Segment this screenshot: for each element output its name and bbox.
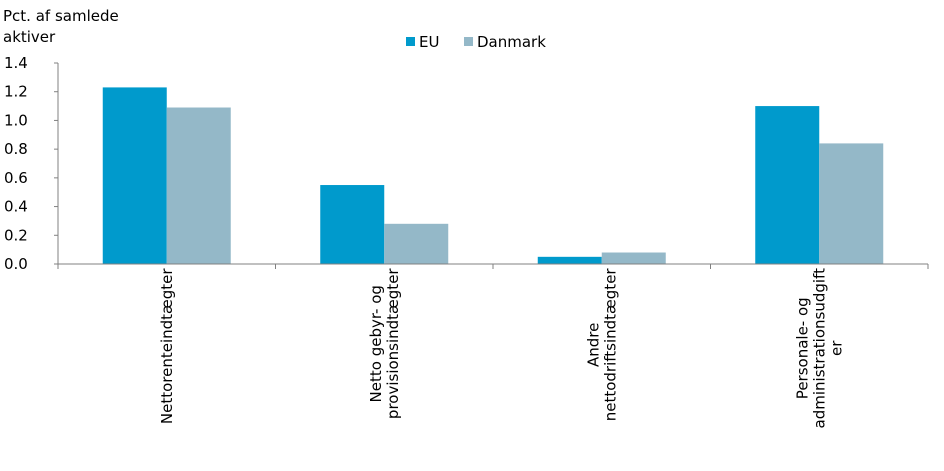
legend-swatch bbox=[406, 37, 415, 46]
x-category-label-line: Personale- og bbox=[793, 297, 811, 399]
x-category-label-line: Netto gebyr- og bbox=[367, 285, 385, 402]
bar-danmark-1 bbox=[384, 224, 448, 264]
bar-danmark-0 bbox=[167, 108, 231, 264]
x-category-label: Personale- ogadministrationsudgifter bbox=[793, 268, 845, 429]
legend-label: EU bbox=[419, 33, 439, 51]
y-tick-label: 0.2 bbox=[4, 226, 28, 244]
y-tick-label: 0.8 bbox=[4, 140, 28, 158]
y-tick-label: 1.4 bbox=[4, 54, 28, 72]
y-tick-label: 0.0 bbox=[4, 255, 28, 273]
x-category-label: Andrenettodriftsindtægter bbox=[584, 268, 619, 422]
x-category-label-line: Nettorenteindtægter bbox=[158, 268, 176, 425]
x-category-label-line: nettodriftsindtægter bbox=[601, 268, 619, 422]
x-category-label-line: administrationsudgift bbox=[810, 268, 828, 429]
y-axis: 0.0 0.2 0.4 0.6 0.8 1.0 1.2 1.4 bbox=[4, 54, 58, 273]
y-tick-label: 1.0 bbox=[4, 111, 28, 129]
y-axis-title-line: Pct. af samlede bbox=[3, 7, 119, 25]
y-tick-label: 0.6 bbox=[4, 169, 28, 187]
bar-eu-0 bbox=[103, 87, 167, 264]
x-axis: Nettorenteindtægter Netto gebyr- ogprovis… bbox=[58, 264, 928, 428]
bar-eu-1 bbox=[320, 185, 384, 264]
bar-eu-2 bbox=[538, 257, 602, 264]
y-axis-title: Pct. af samlede aktiver bbox=[3, 7, 119, 46]
y-tick-label: 1.2 bbox=[4, 83, 28, 101]
x-category-label: Netto gebyr- ogprovisionsindtægter bbox=[367, 268, 402, 419]
legend-swatch bbox=[464, 37, 473, 46]
legend-label: Danmark bbox=[477, 33, 546, 51]
x-category-label-line: provisionsindtægter bbox=[384, 268, 402, 419]
y-tick-label: 0.4 bbox=[4, 198, 28, 216]
y-axis-title-line: aktiver bbox=[3, 28, 56, 46]
bars bbox=[103, 87, 884, 264]
bar-danmark-3 bbox=[819, 143, 883, 264]
legend: EU Danmark bbox=[406, 33, 546, 51]
x-category-label-line: er bbox=[827, 340, 845, 356]
x-category-label: Nettorenteindtægter bbox=[158, 268, 176, 425]
x-category-label-line: Andre bbox=[584, 323, 602, 367]
bar-eu-3 bbox=[755, 106, 819, 264]
bar-danmark-2 bbox=[602, 253, 666, 264]
